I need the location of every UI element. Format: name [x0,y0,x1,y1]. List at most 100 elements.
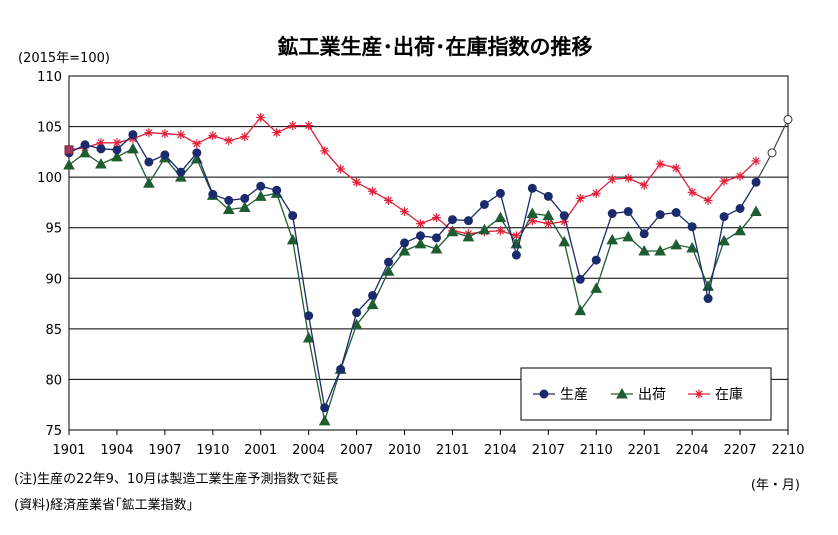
data-point [539,389,549,399]
data-point [174,171,187,182]
x-tick-label: 2107 [532,443,565,458]
data-point [495,188,505,198]
data-point [384,257,394,267]
series-line [68,133,757,411]
x-tick-label: 2201 [628,443,661,458]
data-point [479,199,489,209]
y-tick-label: 110 [37,70,62,85]
data-point [606,233,619,245]
data-point [79,146,91,158]
data-point [463,216,473,226]
data-point [543,191,553,201]
series-2 [64,112,761,241]
data-point [400,238,410,248]
series-1 [63,142,762,426]
data-point [686,241,698,253]
data-point [430,242,443,254]
data-point [526,207,539,219]
data-point [224,136,234,146]
y-tick-label: 105 [37,121,62,136]
x-tick-label: 2004 [292,443,325,458]
x-tick-label: 2210 [771,443,804,458]
data-point [144,157,154,167]
data-point [622,230,635,242]
data-point [160,129,170,139]
data-point [575,274,585,284]
data-point [398,244,411,256]
x-tick-label: 2101 [436,443,469,458]
data-point [286,233,299,245]
data-point [176,167,186,177]
data-series [63,112,793,426]
data-point [654,244,667,256]
data-point [304,311,314,321]
data-point [639,229,649,239]
series-line [68,116,757,237]
data-point [750,205,762,217]
data-point [670,238,683,250]
x-axis-label: (年・月) [751,478,800,493]
data-point [222,203,235,215]
data-point [607,209,617,219]
data-point [352,177,362,187]
forecast-point [783,114,793,124]
data-point [144,128,154,138]
legend-label: 生産 [560,387,588,403]
data-point [272,128,282,138]
legend-box [520,367,772,421]
legend-label: 出荷 [638,387,666,403]
data-point [320,146,330,156]
data-point [368,186,378,196]
data-point [336,164,346,174]
data-point [616,387,628,399]
data-point [366,298,379,310]
x-tick-label: 2001 [244,443,277,458]
data-point [350,318,363,330]
data-point [623,173,633,183]
data-point [494,211,507,223]
x-tick-label: 2110 [580,443,613,458]
data-point [575,193,585,203]
data-point [224,195,234,205]
data-point [240,132,250,142]
data-point [478,223,491,235]
data-point [542,209,555,221]
data-point [302,331,315,343]
data-point [238,201,251,212]
unit-label: (2015年=100) [18,51,110,66]
forecast-point [767,148,777,158]
data-point [160,150,170,160]
chart-title: 鉱工業生産･出荷･在庫指数の推移 [278,35,593,59]
data-point [735,203,745,213]
data-point [590,282,603,293]
legend-item: 在庫 [688,386,743,403]
data-point [111,150,123,162]
data-point [288,121,298,131]
data-point [751,177,761,187]
data-point [416,231,426,241]
y-tick-label: 85 [45,323,62,338]
legend-item: 生産 [533,387,588,403]
data-point [240,193,250,203]
y-tick-label: 95 [45,222,62,237]
data-point [687,222,697,232]
data-point [527,183,537,193]
data-point [63,158,75,170]
data-point [703,294,713,304]
data-point [511,250,521,260]
x-tick-label: 2104 [484,443,517,458]
gridlines [69,75,788,431]
data-point [254,190,267,201]
data-point [95,157,107,169]
data-point [719,176,729,186]
data-point [288,211,298,221]
data-point [127,142,139,154]
data-point [543,219,553,229]
data-point [671,208,681,218]
data-point [431,213,441,223]
data-point [272,185,282,195]
data-point [384,195,394,205]
data-point [687,187,697,197]
data-point [671,163,681,173]
